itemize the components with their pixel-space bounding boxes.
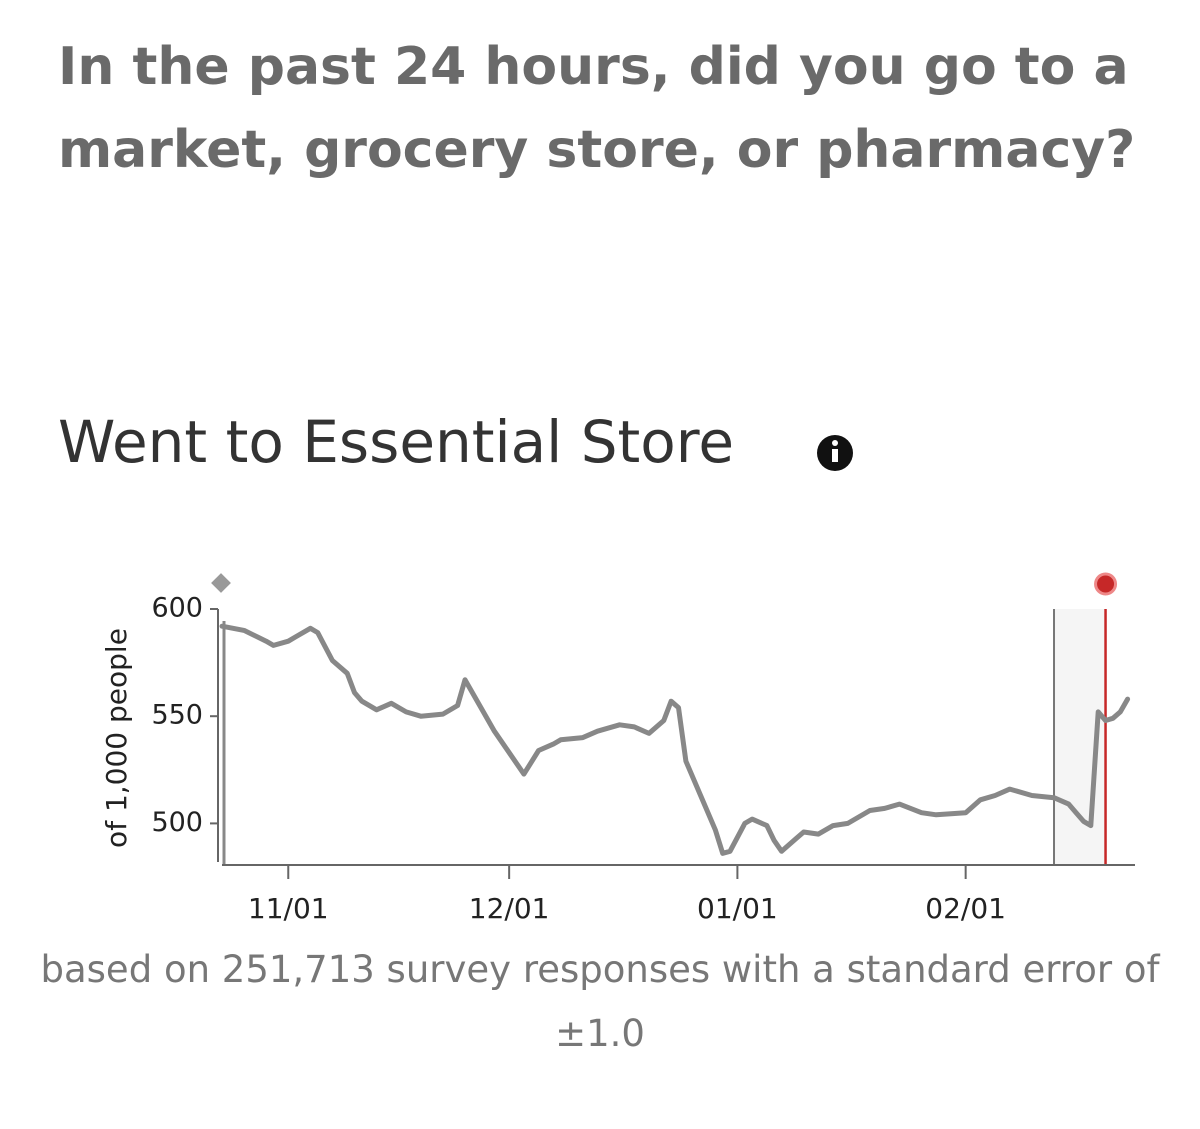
info-icon[interactable]	[817, 435, 853, 471]
chart-note: based on 251,713 survey responses with a…	[40, 948, 1160, 1055]
y-axis-label: of 1,000 people	[100, 628, 133, 848]
x-tick-label: 02/01	[925, 892, 1006, 925]
x-tick-label: 11/01	[248, 892, 329, 925]
y-tick-label: 550	[151, 700, 203, 731]
start-marker	[211, 573, 231, 593]
highlight-marker	[1094, 572, 1118, 596]
y-tick-label: 500	[151, 807, 203, 838]
data-line	[219, 623, 1131, 856]
x-tick-label: 01/01	[697, 892, 778, 925]
x-tick-label: 12/01	[469, 892, 550, 925]
chart-title: Went to Essential Store	[58, 408, 735, 476]
y-tick-label: 600	[151, 593, 203, 624]
question: In the past 24 hours, did you go to a ma…	[58, 37, 1136, 180]
